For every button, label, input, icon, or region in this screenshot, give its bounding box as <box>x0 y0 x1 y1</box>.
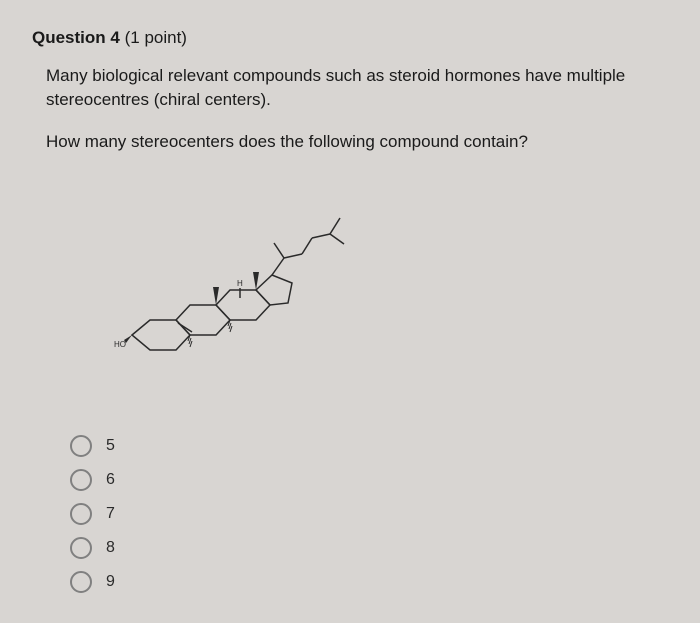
radio-icon[interactable] <box>70 435 92 457</box>
h-label: H <box>237 279 243 288</box>
question-subprompt: How many stereocenters does the followin… <box>46 132 672 152</box>
option-row[interactable]: 5 <box>70 435 672 457</box>
option-label: 5 <box>106 437 115 455</box>
question-header: Question 4 (1 point) <box>32 28 672 48</box>
question-number: 4 <box>110 28 119 47</box>
option-row[interactable]: 9 <box>70 571 672 593</box>
question-label: Question <box>32 28 106 47</box>
question-points: (1 point) <box>125 28 187 47</box>
option-row[interactable]: 6 <box>70 469 672 491</box>
molecule-svg: HO H <box>112 180 352 380</box>
option-row[interactable]: 7 <box>70 503 672 525</box>
ho-label: HO <box>114 340 126 349</box>
option-row[interactable]: 8 <box>70 537 672 559</box>
option-label: 6 <box>106 471 115 489</box>
radio-icon[interactable] <box>70 537 92 559</box>
radio-icon[interactable] <box>70 503 92 525</box>
question-body-text: Many biological relevant compounds such … <box>46 64 672 112</box>
molecule-diagram: HO H <box>112 180 672 385</box>
option-label: 9 <box>106 573 115 591</box>
option-label: 8 <box>106 539 115 557</box>
option-label: 7 <box>106 505 115 523</box>
radio-icon[interactable] <box>70 571 92 593</box>
options-list: 5 6 7 8 9 <box>70 435 672 593</box>
radio-icon[interactable] <box>70 469 92 491</box>
